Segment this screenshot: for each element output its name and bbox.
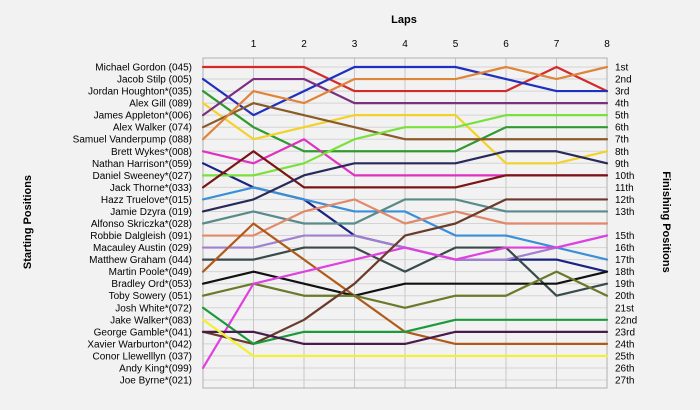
series-line-15 [201,198,609,237]
right-axis-title: Finishing Positions [660,171,672,272]
x-tick-label: 7 [554,39,560,50]
starting-position-labels: Michael Gordon (045)Jacob Stilp (005)Jor… [73,63,192,387]
finishing-position-label: 10th [615,171,634,182]
starting-position-label: James Appleton*(006) [94,111,192,122]
starting-position-label: Alfonso Skriczka*(028) [91,219,192,230]
finishing-position-label: 8th [615,147,629,158]
finishing-position-label: 11th [615,183,634,194]
finishing-position-label: 1st [615,63,629,74]
starting-position-label: Jordan Houghton*(035) [88,87,192,98]
finishing-position-label: 15th [615,231,634,242]
finishing-position-label: 21st [615,303,634,314]
finishing-position-label: 16th [615,243,634,254]
x-axis-title: Laps [391,14,417,26]
starting-position-label: Conor Llewelllyn (037) [93,351,193,362]
finishing-position-label: 17th [615,255,634,266]
starting-position-label: Toby Sowery (051) [109,291,192,302]
x-tick-label: 5 [453,39,459,50]
series-line-4 [201,102,609,165]
starting-position-label: Hazz Truelove*(015) [101,195,192,206]
series-line-21 [201,234,609,370]
finishing-position-label: 19th [615,279,634,290]
starting-position-label: Daniel Sweeney*(027) [92,171,192,182]
series-line-10 [201,114,609,177]
starting-position-label: Jake Walker*(083) [110,315,192,326]
finishing-position-label: 5th [615,111,629,122]
series-line-5 [201,77,609,117]
x-tick-label: 6 [503,39,509,50]
series-line-19 [201,270,609,297]
starting-position-label: Samuel Vanderpump (088) [73,135,192,146]
finishing-position-label: 13th [615,207,634,218]
finishing-position-label: 22nd [615,315,637,326]
x-tick-label: 1 [251,39,257,50]
starting-position-label: Joe Byrne*(021) [120,376,192,387]
x-tick-labels: 1 2 3 4 5 6 7 8 [251,39,611,50]
finishing-position-label: 27th [615,376,634,387]
starting-position-label: Bradley Ord*(053) [111,279,192,290]
finishing-position-label: 6th [615,123,629,134]
finishing-position-label: 3rd [615,87,629,98]
x-tick-label: 8 [604,39,610,50]
starting-position-label: Nathan Harrison*(059) [92,159,192,170]
starting-position-label: Xavier Warburton*(042) [87,339,192,350]
series-line-13 [201,150,609,213]
starting-position-label: Michael Gordon (045) [95,63,192,74]
series-line-14 [201,198,609,225]
series-line-25 [201,318,609,358]
finishing-position-label: 25th [615,351,634,362]
left-axis-title: Starting Positions [22,175,34,269]
finishing-position-label: 7th [615,135,629,146]
finishing-position-label: 26th [615,363,634,374]
series-line-7 [201,65,609,141]
x-tick-label: 2 [301,39,307,50]
starting-position-label: Andy King*(099) [119,363,192,374]
x-tick-label: 3 [352,39,358,50]
series-line-6 [201,102,609,141]
starting-position-label: Josh White*(072) [115,303,192,314]
starting-position-label: Robbie Dalgleish (091) [90,231,192,242]
starting-position-label: Jacob Stilp (005) [117,75,192,86]
series-line-23 [201,306,609,345]
finishing-position-label: 18th [615,267,634,278]
x-tick-label: 4 [402,39,408,50]
series-line-11 [201,150,609,189]
starting-position-label: Macauley Austin (029) [93,243,192,254]
finishing-position-label: 4th [615,99,629,110]
finishing-position-label: 12th [615,195,634,206]
starting-position-label: Martin Poole*(049) [109,267,192,278]
starting-position-label: Alex Walker (074) [113,123,192,134]
finishing-position-label: 23rd [615,327,635,338]
series-lines [201,65,609,370]
series-line-20 [201,270,609,309]
finishing-position-label: 24th [615,339,634,350]
starting-position-label: George Gamble*(041) [94,327,192,338]
starting-position-label: Brett Wykes*(008) [111,147,192,158]
finishing-position-label: 9th [615,159,629,170]
starting-position-label: Matthew Graham (044) [89,255,192,266]
starting-position-label: Jack Thorne*(033) [110,183,192,194]
finishing-position-label: 2nd [615,75,632,86]
starting-position-label: Jamie Dzyra (019) [110,207,192,218]
finishing-position-label: 20th [615,291,634,302]
series-line-24 [201,330,609,345]
finishing-position-labels: 1st2nd3rd4th5th6th7th8th9th10th11th12th1… [615,63,637,387]
starting-position-label: Alex Gill (089) [129,99,192,110]
